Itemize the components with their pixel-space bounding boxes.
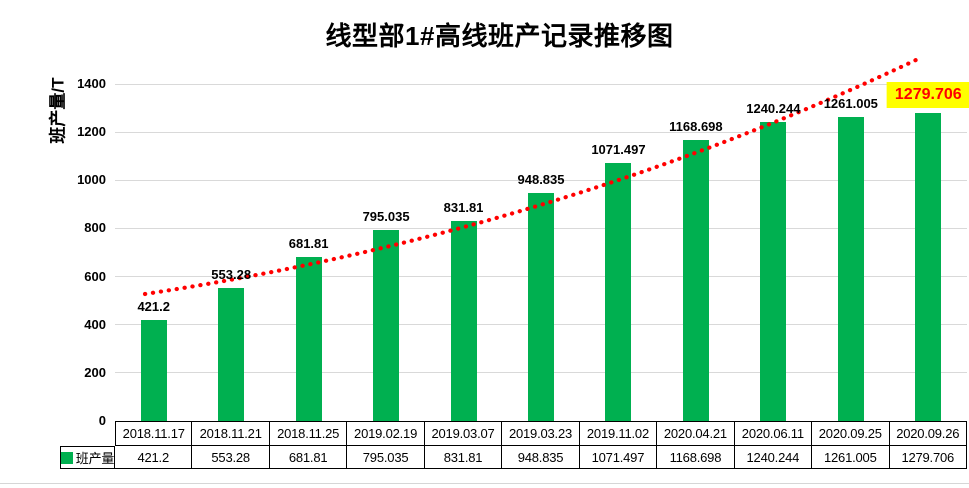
- bar-2019.02.19: [373, 229, 400, 421]
- data-label-highlighted: 1279.706: [886, 81, 969, 108]
- y-tick-label-1200: 1200: [77, 124, 106, 140]
- table-date-cell: 2018.11.21: [192, 421, 270, 446]
- y-tick-label-1400: 1400: [77, 76, 106, 91]
- data-label: 795.035: [362, 208, 410, 224]
- table-value-cell: 421.2: [115, 446, 193, 469]
- table-value-cell: 681.81: [269, 446, 348, 469]
- data-label: 831.81: [443, 199, 484, 215]
- data-label: 1240.244: [746, 101, 801, 117]
- gridline-1400: [115, 83, 967, 85]
- y-tick-label-200: 200: [84, 364, 106, 380]
- bar-2018.11.21: [218, 287, 245, 421]
- table-date-cell: 2020.06.11: [734, 421, 813, 446]
- table-value-cell: 1071.497: [579, 446, 658, 469]
- table-date-cell: 2019.02.19: [347, 421, 425, 446]
- bar-2020.06.11: [760, 122, 787, 421]
- data-label: 1071.497: [591, 142, 646, 158]
- bar-2019.11.02: [605, 163, 632, 421]
- bar-2018.11.25: [295, 256, 322, 421]
- y-tick-label-1000: 1000: [77, 172, 106, 188]
- table-corner-spacer: [60, 421, 115, 446]
- bar-2020.09.25: [837, 117, 864, 421]
- data-label: 1261.005: [823, 96, 878, 112]
- data-label: 681.81: [288, 235, 329, 251]
- y-tick-label-400: 400: [84, 316, 106, 332]
- chart-title: 线型部1#高线班产记录推移图: [325, 21, 674, 51]
- table-date-cell: 2018.11.25: [269, 421, 348, 446]
- table-date-cell: 2019.03.07: [424, 421, 503, 446]
- table-value-cell: 831.81: [424, 446, 503, 469]
- table-date-cell: 2020.04.21: [657, 421, 735, 446]
- y-axis-title: 班产量/T: [48, 77, 68, 144]
- table-date-cell: 2019.03.23: [502, 421, 580, 446]
- table-value-cell: 553.28: [192, 446, 270, 469]
- data-table: 2018.11.17 2018.11.21 2018.11.25 2019.02.19…: [60, 421, 967, 469]
- table-date-cell: 2018.11.17: [115, 421, 193, 446]
- chart-bottom-border: [0, 483, 969, 484]
- bar-2019.03.23: [528, 192, 554, 421]
- data-label: 553.28: [211, 266, 252, 282]
- table-value-cell: 1240.244: [734, 446, 813, 469]
- data-label: 421.2: [137, 298, 170, 314]
- bar-2020.04.21: [682, 139, 709, 421]
- table-value-cell: 948.835: [502, 446, 580, 469]
- y-tick-label-800: 800: [84, 220, 106, 236]
- y-tick-label-600: 600: [84, 268, 106, 284]
- table-value-cell: 1168.698: [657, 446, 735, 469]
- y-tick-label-0: 0: [98, 413, 106, 428]
- bar-2020.09.26: [915, 112, 942, 421]
- bar-2019.03.07: [450, 220, 477, 421]
- table-date-cell: 2019.11.02: [579, 421, 658, 446]
- legend-cell: 班产量: [60, 446, 115, 469]
- data-label: 948.835: [517, 171, 565, 187]
- legend-series-name: 班产量: [75, 451, 115, 466]
- bar-2018.11.17: [140, 319, 167, 421]
- data-label: 1168.698: [669, 118, 723, 134]
- table-value-cell: 795.035: [347, 446, 425, 469]
- table-value-cell: 1279.706: [889, 446, 967, 469]
- table-date-cell: 2020.09.26: [889, 421, 967, 446]
- table-value-cell: 1261.005: [812, 446, 890, 469]
- series-swatch-icon: [60, 451, 73, 464]
- table-date-cell: 2020.09.25: [812, 421, 890, 446]
